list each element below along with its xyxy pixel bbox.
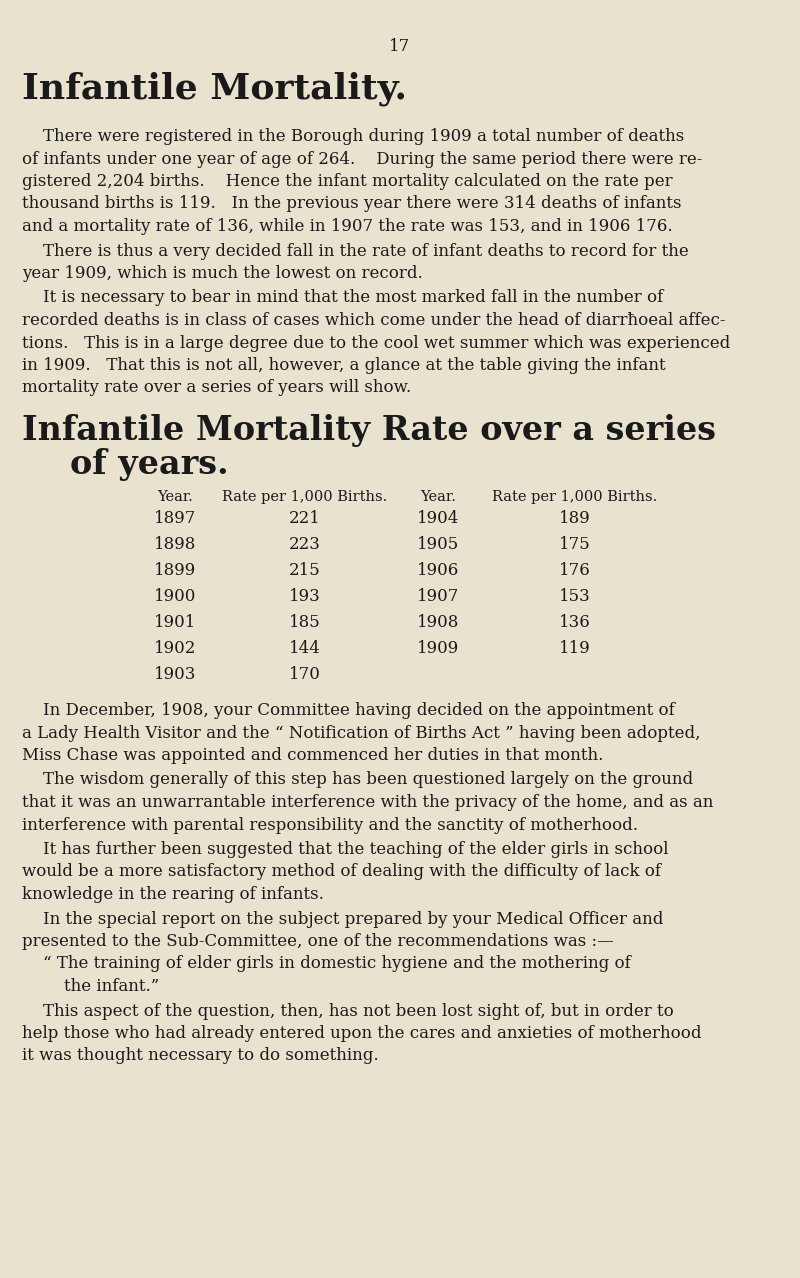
Text: 189: 189 xyxy=(559,510,591,527)
Text: interference with parental responsibility and the sanctity of motherhood.: interference with parental responsibilit… xyxy=(22,817,638,833)
Text: 119: 119 xyxy=(559,640,591,657)
Text: that it was an unwarrantable interference with the privacy of the home, and as a: that it was an unwarrantable interferenc… xyxy=(22,794,714,812)
Text: 136: 136 xyxy=(559,613,591,631)
Text: The wisdom generally of this step has been questioned largely on the ground: The wisdom generally of this step has be… xyxy=(22,772,693,789)
Text: 1906: 1906 xyxy=(417,562,459,579)
Text: tions.   This is in a large degree due to the cool wet summer which was experien: tions. This is in a large degree due to … xyxy=(22,335,730,351)
Text: knowledge in the rearing of infants.: knowledge in the rearing of infants. xyxy=(22,886,324,904)
Text: 1897: 1897 xyxy=(154,510,196,527)
Text: This aspect of the question, then, has not been lost sight of, but in order to: This aspect of the question, then, has n… xyxy=(22,1002,674,1020)
Text: Infantile Mortality Rate over a series: Infantile Mortality Rate over a series xyxy=(22,414,716,447)
Text: Year.: Year. xyxy=(420,489,456,504)
Text: gistered 2,204 births.    Hence the infant mortality calculated on the rate per: gistered 2,204 births. Hence the infant … xyxy=(22,173,673,190)
Text: 176: 176 xyxy=(559,562,591,579)
Text: year 1909, which is much the lowest on record.: year 1909, which is much the lowest on r… xyxy=(22,265,422,282)
Text: 175: 175 xyxy=(559,535,591,553)
Text: 215: 215 xyxy=(289,562,321,579)
Text: 223: 223 xyxy=(289,535,321,553)
Text: Rate per 1,000 Births.: Rate per 1,000 Births. xyxy=(492,489,658,504)
Text: in 1909.   That this is not all, however, a glance at the table giving the infan: in 1909. That this is not all, however, … xyxy=(22,357,666,374)
Text: 1902: 1902 xyxy=(154,640,196,657)
Text: 153: 153 xyxy=(559,588,591,604)
Text: thousand births is 119.   In the previous year there were 314 deaths of infants: thousand births is 119. In the previous … xyxy=(22,196,682,212)
Text: presented to the Sub-Committee, one of the recommendations was :—: presented to the Sub-Committee, one of t… xyxy=(22,933,614,950)
Text: 1901: 1901 xyxy=(154,613,196,631)
Text: of infants under one year of age of 264.    During the same period there were re: of infants under one year of age of 264.… xyxy=(22,151,702,167)
Text: recorded deaths is in class of cases which come under the head of diarrħoeal aff: recorded deaths is in class of cases whi… xyxy=(22,312,726,328)
Text: Infantile Mortality.: Infantile Mortality. xyxy=(22,72,407,106)
Text: 221: 221 xyxy=(289,510,321,527)
Text: 193: 193 xyxy=(289,588,321,604)
Text: 1909: 1909 xyxy=(417,640,459,657)
Text: mortality rate over a series of years will show.: mortality rate over a series of years wi… xyxy=(22,380,411,396)
Text: 144: 144 xyxy=(289,640,321,657)
Text: 1903: 1903 xyxy=(154,666,196,682)
Text: 170: 170 xyxy=(289,666,321,682)
Text: 1905: 1905 xyxy=(417,535,459,553)
Text: help those who had already entered upon the cares and anxieties of motherhood: help those who had already entered upon … xyxy=(22,1025,702,1042)
Text: There is thus a very decided fall in the rate of infant deaths to record for the: There is thus a very decided fall in the… xyxy=(22,243,689,259)
Text: Year.: Year. xyxy=(157,489,193,504)
Text: it was thought necessary to do something.: it was thought necessary to do something… xyxy=(22,1048,378,1065)
Text: Rate per 1,000 Births.: Rate per 1,000 Births. xyxy=(222,489,388,504)
Text: Miss Chase was appointed and commenced her duties in that month.: Miss Chase was appointed and commenced h… xyxy=(22,748,603,764)
Text: 1898: 1898 xyxy=(154,535,196,553)
Text: In the special report on the subject prepared by your Medical Officer and: In the special report on the subject pre… xyxy=(22,910,663,928)
Text: 1899: 1899 xyxy=(154,562,196,579)
Text: In December, 1908, your Committee having decided on the appointment of: In December, 1908, your Committee having… xyxy=(22,702,674,720)
Text: It has further been suggested that the teaching of the elder girls in school: It has further been suggested that the t… xyxy=(22,841,669,858)
Text: the infant.”: the infant.” xyxy=(22,978,159,996)
Text: 1900: 1900 xyxy=(154,588,196,604)
Text: 17: 17 xyxy=(390,38,410,55)
Text: a Lady Health Visitor and the “ Notification of Births Act ” having been adopted: a Lady Health Visitor and the “ Notifica… xyxy=(22,725,701,741)
Text: “ The training of elder girls in domestic hygiene and the mothering of: “ The training of elder girls in domesti… xyxy=(22,956,630,973)
Text: and a mortality rate of 136, while in 1907 the rate was 153, and in 1906 176.: and a mortality rate of 136, while in 19… xyxy=(22,219,673,235)
Text: would be a more satisfactory method of dealing with the difficulty of lack of: would be a more satisfactory method of d… xyxy=(22,864,661,881)
Text: 1908: 1908 xyxy=(417,613,459,631)
Text: There were registered in the Borough during 1909 a total number of deaths: There were registered in the Borough dur… xyxy=(22,128,684,144)
Text: 1904: 1904 xyxy=(417,510,459,527)
Text: of years.: of years. xyxy=(70,449,229,481)
Text: 185: 185 xyxy=(289,613,321,631)
Text: 1907: 1907 xyxy=(417,588,459,604)
Text: It is necessary to bear in mind that the most marked fall in the number of: It is necessary to bear in mind that the… xyxy=(22,290,663,307)
